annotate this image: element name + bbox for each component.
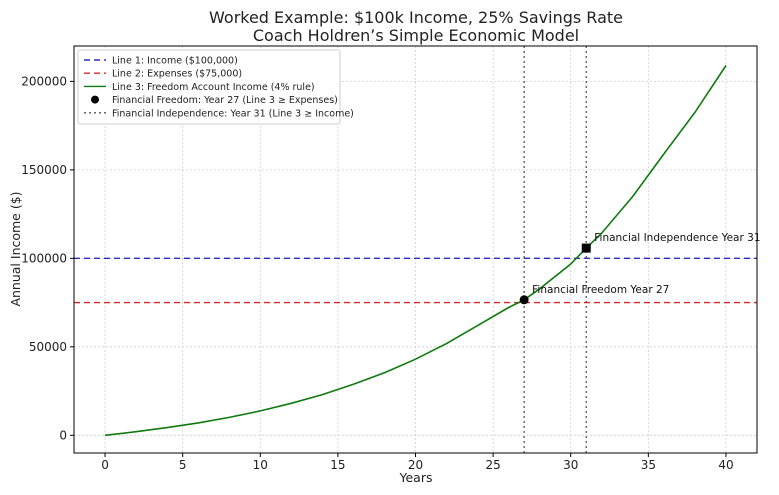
x-axis-label: Years — [399, 470, 433, 485]
series-line-3 — [104, 65, 727, 437]
y-tick-label: 200000 — [21, 74, 67, 88]
x-tick-label: 40 — [718, 458, 733, 472]
x-tick-label: 20 — [408, 458, 423, 472]
legend-entry-label: Line 2: Expenses ($75,000) — [112, 69, 242, 80]
y-tick-label: 50000 — [29, 340, 67, 354]
chart-subtitle: Coach Holdren’s Simple Economic Model — [253, 26, 579, 45]
legend-entry-label: Financial Freedom: Year 27 (Line 3 ≥ Exp… — [112, 95, 338, 106]
financial-independence-marker — [581, 243, 591, 253]
plot-area: Financial Freedom Year 27 Financial Indep… — [21, 45, 761, 472]
y-tick-label: 0 — [59, 428, 67, 442]
chart-title: Worked Example: $100k Income, 25% Saving… — [209, 8, 623, 27]
x-tick-label: 10 — [253, 458, 268, 472]
legend-box — [77, 49, 341, 125]
x-tick-label: 0 — [101, 458, 109, 472]
y-axis-label: Annual Income ($) — [8, 191, 23, 306]
y-tick-label: 150000 — [21, 163, 67, 177]
legend-entry-label: Financial Independence: Year 31 (Line 3 … — [112, 108, 354, 119]
legend-entry-label: Line 3: Freedom Account Income (4% rule) — [112, 82, 315, 93]
financial-freedom-marker — [519, 295, 529, 305]
x-tick-label: 5 — [179, 458, 187, 472]
legend-entry-label: Line 1: Income ($100,000) — [112, 56, 238, 67]
x-tick-label: 15 — [330, 458, 345, 472]
x-tick-label: 35 — [641, 458, 656, 472]
x-tick-label: 30 — [563, 458, 578, 472]
legend-marker-circle — [91, 95, 99, 104]
marker-annotation: Financial Independence Year 31 — [594, 232, 760, 244]
x-tick-label: 25 — [485, 458, 500, 472]
marker-annotation: Financial Freedom Year 27 — [532, 284, 669, 296]
y-tick-label: 100000 — [21, 251, 67, 265]
